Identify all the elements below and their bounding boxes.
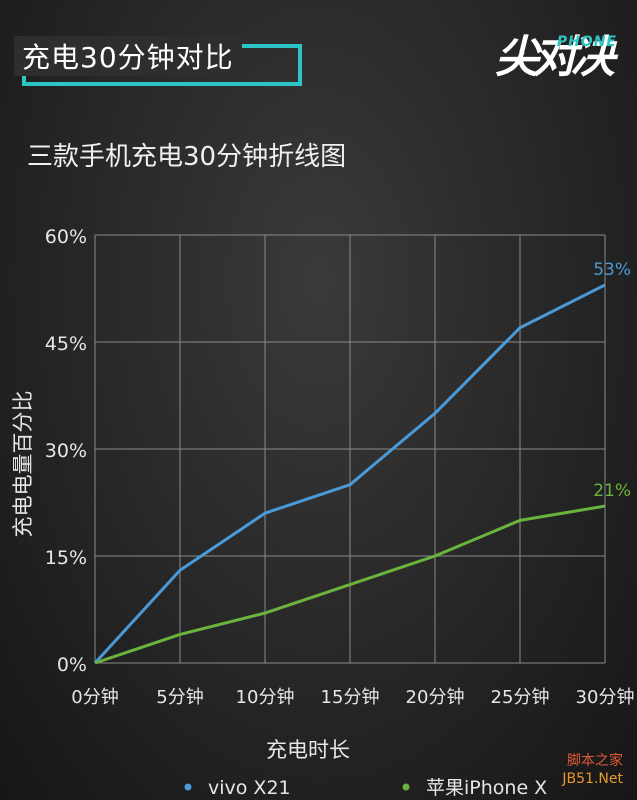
legend-label: 苹果iPhone X xyxy=(426,777,547,799)
x-axis-label: 充电时长 xyxy=(266,738,350,762)
y-tick-label: 45% xyxy=(45,333,87,355)
legend-label: vivo X21 xyxy=(208,777,291,799)
y-tick-label: 60% xyxy=(45,226,87,248)
y-tick-label: 0% xyxy=(57,654,87,676)
chart-subtitle: 三款手机充电30分钟折线图 xyxy=(27,142,347,172)
watermark-line2: JB51.Net xyxy=(562,771,623,787)
brand-logo: 尖对决 PHONE xyxy=(495,30,617,86)
x-tick-label: 15分钟 xyxy=(321,687,380,708)
x-tick-label: 0分钟 xyxy=(71,687,118,708)
data-label: 53% xyxy=(593,260,631,280)
logo-text: 尖对决 xyxy=(495,32,615,83)
x-tick-label: 20分钟 xyxy=(406,687,465,708)
y-tick-label: 15% xyxy=(45,547,87,569)
page-title: 充电30分钟对比 xyxy=(14,36,242,76)
legend-marker xyxy=(184,783,192,791)
x-tick-label: 25分钟 xyxy=(491,687,550,708)
data-label: 21% xyxy=(593,481,631,501)
legend-marker xyxy=(402,783,410,791)
x-tick-label: 30分钟 xyxy=(576,687,635,708)
y-tick-label: 30% xyxy=(45,440,87,462)
x-tick-label: 10分钟 xyxy=(236,687,295,708)
logo-sub: PHONE xyxy=(556,34,617,50)
y-axis-label: 充电电量百分比 xyxy=(11,391,35,538)
watermark: 脚本之家 JB51.Net xyxy=(562,752,623,788)
x-tick-label: 5分钟 xyxy=(156,687,203,708)
watermark-line1: 脚本之家 xyxy=(567,753,623,769)
